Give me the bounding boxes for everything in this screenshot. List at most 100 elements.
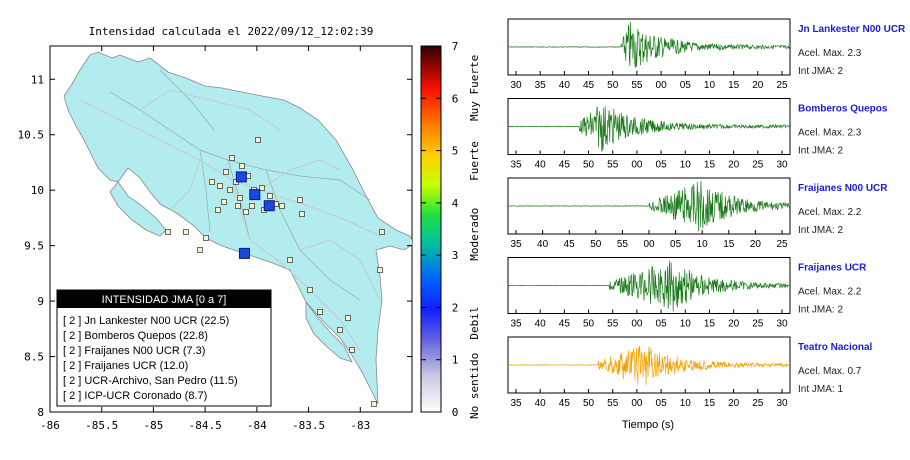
- map-xtick-label: -86: [40, 419, 60, 432]
- waveform-tick-label: 20: [752, 80, 764, 91]
- station-name: Bomberos Quepos: [798, 104, 888, 115]
- station-marker: [235, 171, 247, 183]
- waveform-tick-label: 00: [631, 398, 643, 409]
- station-name: Jn Lankester N00 UCR: [798, 24, 906, 35]
- station-jma: Int JMA: 2: [798, 66, 843, 77]
- colorbar-label: Debil: [468, 307, 481, 340]
- small-station-marker: [287, 257, 293, 263]
- small-station-marker: [227, 187, 233, 193]
- waveform-tick-label: 35: [510, 160, 522, 171]
- legend-items: [ 2 ] Jn Lankester N00 UCR (22.5) [ 2 ] B…: [63, 315, 238, 402]
- small-station-marker: [203, 235, 209, 241]
- legend-header: INTENSIDAD JMA [0 a 7]: [102, 294, 227, 306]
- waveform-tick-label: 25: [752, 319, 764, 330]
- map-ytick-label: 8: [37, 406, 44, 419]
- waveform-tick-label: 10: [704, 80, 716, 91]
- small-station-marker: [215, 207, 221, 213]
- waveform-tick-label: 45: [559, 160, 571, 171]
- map-ytick-label: 9.5: [24, 240, 44, 253]
- map-xtick-label: -84.5: [189, 419, 222, 432]
- waveform-tick-label: 55: [617, 239, 629, 250]
- waveform-panel: 30 35 40 45 50 55 00 05 10 15 20 25 Jn Lankester N00…: [507, 18, 906, 91]
- waveform-panel: 35 40 45 50 55 00 05 10 15 20 25 Fraijanes N00 UCR A…: [507, 177, 888, 250]
- waveform-tick-label: 50: [590, 239, 602, 250]
- waveform-tick-label: 40: [535, 319, 547, 330]
- map-axes: -86 -85.5 -85 -84.5 -84 -83.5 -83 8 8.5 9 9.5 10 10.…: [18, 46, 412, 432]
- station-accel: Acel. Max. 2.3: [798, 48, 862, 59]
- small-station-marker: [299, 211, 305, 217]
- legend-item: [ 2 ] Fraijanes N00 UCR (7.3): [63, 345, 205, 357]
- small-station-marker: [379, 229, 385, 235]
- colorbar-tick-label: 1: [452, 354, 459, 367]
- waveform-tick-label: 20: [750, 239, 762, 250]
- waveform-xlabel: Tiempo (s): [622, 419, 674, 431]
- colorbar-tick-label: 5: [452, 145, 459, 158]
- colorbar-tick-label: 7: [452, 40, 459, 53]
- big-stations: [235, 171, 275, 259]
- colorbar-label: Muy Fuerte: [468, 55, 481, 121]
- legend-item: [ 2 ] ICP-UCR Coronado (8.7): [63, 390, 207, 402]
- colorbar-label: No sentido: [468, 353, 481, 419]
- station-accel: Acel. Max. 0.7: [798, 366, 862, 377]
- colorbar: 0 1 2 3 4 5 6 7 No sentido Debil Moderado Fuerte Mu…: [420, 40, 481, 419]
- waveform-tick-label: 35: [510, 398, 522, 409]
- waveform-panel: 35 40 45 50 55 00 05 10 15 20 25 30 Fraijanes UCR Ace…: [507, 257, 867, 330]
- colorbar-label: Fuerte: [468, 141, 481, 181]
- station-marker: [263, 200, 275, 212]
- waveform-tick-label: 40: [559, 80, 571, 91]
- small-station-marker: [165, 229, 171, 235]
- colorbar-tick-label: 2: [452, 301, 459, 314]
- station-accel: Acel. Max. 2.2: [798, 207, 862, 218]
- small-station-marker: [317, 309, 323, 315]
- small-station-marker: [243, 209, 249, 215]
- waveform-trace: [508, 21, 791, 68]
- small-station-marker: [221, 199, 227, 205]
- small-station-marker: [249, 203, 255, 209]
- waveform-tick-label: 05: [656, 398, 668, 409]
- waveform-tick-label: 00: [631, 319, 643, 330]
- waveform-tick-label: 35: [510, 239, 522, 250]
- small-station-marker: [239, 163, 245, 169]
- small-station-marker: [337, 327, 343, 333]
- small-station-marker: [237, 195, 243, 201]
- colorbar-tick-label: 3: [452, 249, 459, 262]
- waveform-tick-label: 10: [697, 239, 709, 250]
- legend-item: [ 2 ] Jn Lankester N00 UCR (22.5): [63, 315, 229, 327]
- waveform-tick-label: 30: [776, 319, 788, 330]
- waveform-tick-label: 30: [510, 80, 522, 91]
- waveform-tick-label: 15: [728, 80, 740, 91]
- small-station-marker: [259, 185, 265, 191]
- waveform-tick-label: 00: [656, 80, 668, 91]
- waveform-tick-label: 30: [776, 160, 788, 171]
- waveform-tick-label: 10: [680, 398, 692, 409]
- small-station-marker: [223, 169, 229, 175]
- colorbar-tick-label: 6: [452, 92, 459, 105]
- small-station-marker: [297, 197, 303, 203]
- map-xtick-label: -85: [143, 419, 163, 432]
- waveform-tick-label: 50: [583, 319, 595, 330]
- legend-item: [ 2 ] Bomberos Quepos (22.8): [63, 330, 208, 342]
- station-accel: Acel. Max. 2.3: [798, 128, 862, 139]
- station-jma: Int JMA: 1: [798, 384, 843, 395]
- waveform-tick-label: 05: [656, 319, 668, 330]
- waveform-tick-label: 15: [704, 398, 716, 409]
- waveform-tick-label: 55: [607, 319, 619, 330]
- small-station-marker: [255, 137, 261, 143]
- waveform-tick-label: 45: [564, 239, 576, 250]
- station-name: Fraijanes UCR: [798, 263, 867, 274]
- small-stations: [165, 137, 385, 407]
- waveform-panel: 35 40 45 50 55 00 05 10 15 20 25 30 Teatro Nacional A…: [507, 336, 872, 409]
- waveform-tick-label: 50: [583, 160, 595, 171]
- waveform-tick-label: 25: [776, 80, 788, 91]
- legend-header-bg: [57, 290, 271, 308]
- waveform-tick-label: 25: [776, 239, 788, 250]
- waveform-trace: [507, 180, 791, 232]
- waveform-tick-label: 10: [680, 160, 692, 171]
- map-title: Intensidad calculada el 2022/09/12_12:02…: [89, 25, 374, 38]
- map-xtick-label: -84: [247, 419, 267, 432]
- small-station-marker: [279, 203, 285, 209]
- station-jma: Int JMA: 2: [798, 225, 843, 236]
- waveform-tick-label: 25: [752, 160, 764, 171]
- waveform-tick-label: 00: [631, 160, 643, 171]
- waveform-tick-label: 05: [670, 239, 682, 250]
